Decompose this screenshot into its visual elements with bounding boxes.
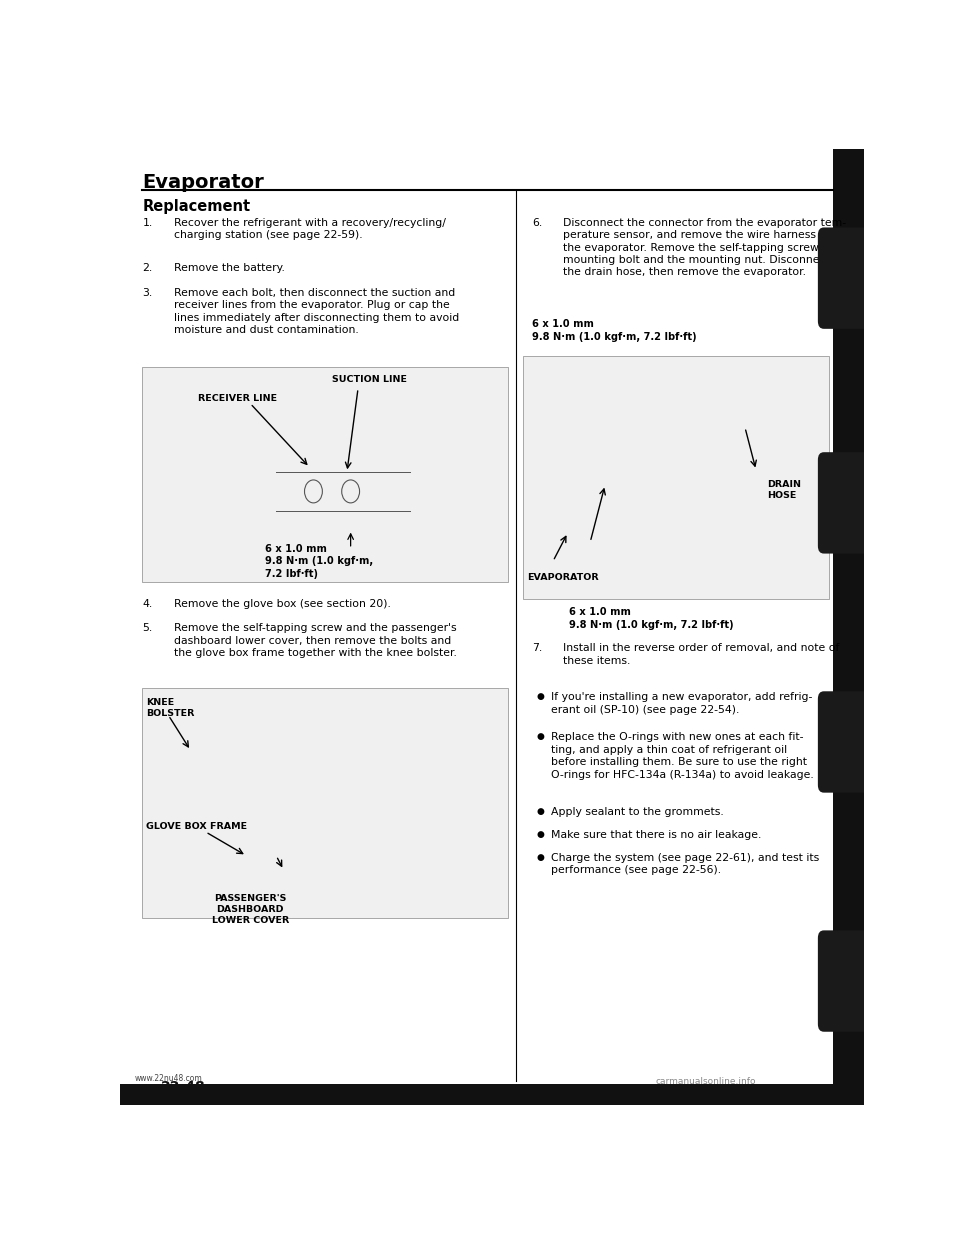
- Text: EVAPORATOR: EVAPORATOR: [527, 573, 599, 581]
- Text: 6 x 1.0 mm
9.8 N·m (1.0 kgf·m, 7.2 lbf·ft): 6 x 1.0 mm 9.8 N·m (1.0 kgf·m, 7.2 lbf·f…: [569, 607, 734, 630]
- Text: 6 x 1.0 mm
9.8 N·m (1.0 kgf·m, 7.2 lbf·ft): 6 x 1.0 mm 9.8 N·m (1.0 kgf·m, 7.2 lbf·f…: [532, 319, 697, 342]
- Text: ●: ●: [537, 830, 544, 838]
- Text: ●: ●: [537, 807, 544, 816]
- Text: Replace the O-rings with new ones at each fit-
ting, and apply a thin coat of re: Replace the O-rings with new ones at eac…: [551, 733, 813, 780]
- Text: Replacement: Replacement: [142, 199, 251, 214]
- Text: GLOVE BOX FRAME: GLOVE BOX FRAME: [146, 822, 247, 831]
- Bar: [832, 149, 864, 1105]
- Bar: [142, 368, 509, 582]
- FancyBboxPatch shape: [818, 452, 883, 554]
- Text: Charge the system (see page 22-61), and test its
performance (see page 22-56).: Charge the system (see page 22-61), and …: [551, 853, 819, 876]
- Text: Recover the refrigerant with a recovery/recycling/
charging station (see page 22: Recover the refrigerant with a recovery/…: [174, 217, 445, 240]
- Text: Install in the reverse order of removal, and note of
these items.: Install in the reverse order of removal,…: [564, 643, 840, 666]
- Text: DRAIN
HOSE: DRAIN HOSE: [767, 479, 802, 501]
- FancyBboxPatch shape: [818, 692, 883, 792]
- Text: 3.: 3.: [142, 288, 153, 298]
- Text: SUCTION LINE: SUCTION LINE: [332, 375, 407, 384]
- Text: PASSENGER'S
DASHBOARD
LOWER COVER: PASSENGER'S DASHBOARD LOWER COVER: [211, 894, 289, 925]
- Text: KNEE
BOLSTER: KNEE BOLSTER: [146, 698, 195, 718]
- Text: Remove each bolt, then disconnect the suction and
receiver lines from the evapor: Remove each bolt, then disconnect the su…: [174, 288, 459, 335]
- Text: 22-48: 22-48: [161, 1079, 205, 1093]
- Text: ●: ●: [537, 692, 544, 702]
- Bar: [120, 1084, 864, 1105]
- Text: 2.: 2.: [142, 263, 153, 273]
- Text: 5.: 5.: [142, 623, 153, 633]
- Text: Make sure that there is no air leakage.: Make sure that there is no air leakage.: [551, 830, 761, 840]
- Text: 4.: 4.: [142, 600, 153, 610]
- Text: 7.: 7.: [532, 643, 542, 653]
- Text: Disconnect the connector from the evaporator tem-
perature sensor, and remove th: Disconnect the connector from the evapor…: [564, 217, 850, 277]
- Text: www.22nu48.com: www.22nu48.com: [134, 1074, 203, 1083]
- Text: Remove the battery.: Remove the battery.: [174, 263, 284, 273]
- Bar: [142, 688, 509, 918]
- Text: Apply sealant to the grommets.: Apply sealant to the grommets.: [551, 807, 724, 817]
- Text: Remove the glove box (see section 20).: Remove the glove box (see section 20).: [174, 600, 391, 610]
- Text: 6 x 1.0 mm
9.8 N·m (1.0 kgf·m,
7.2 lbf·ft): 6 x 1.0 mm 9.8 N·m (1.0 kgf·m, 7.2 lbf·f…: [265, 544, 373, 579]
- Text: If you're installing a new evaporator, add refrig-
erant oil (SP-10) (see page 2: If you're installing a new evaporator, a…: [551, 692, 812, 714]
- Bar: [523, 355, 829, 600]
- FancyBboxPatch shape: [818, 930, 883, 1032]
- Text: Remove the self-tapping screw and the passenger's
dashboard lower cover, then re: Remove the self-tapping screw and the pa…: [174, 623, 456, 658]
- Text: carmanualsonline.info: carmanualsonline.info: [656, 1077, 756, 1086]
- Text: 6.: 6.: [532, 217, 542, 227]
- Text: ●: ●: [537, 853, 544, 862]
- Text: RECEIVER LINE: RECEIVER LINE: [198, 394, 277, 402]
- Text: ●: ●: [537, 733, 544, 741]
- FancyBboxPatch shape: [818, 227, 883, 329]
- Text: Evaporator: Evaporator: [142, 173, 264, 193]
- Text: 1.: 1.: [142, 217, 153, 227]
